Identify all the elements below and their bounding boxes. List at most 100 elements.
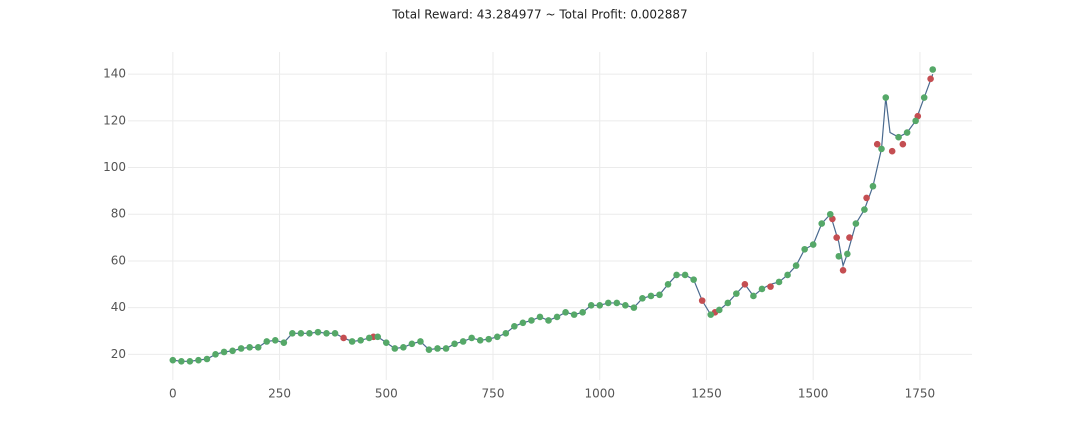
point (348, 338, 356, 345)
point (400, 344, 407, 351)
point (186, 358, 194, 365)
point (536, 313, 544, 321)
point (289, 330, 296, 337)
point (502, 330, 510, 337)
point (203, 355, 211, 363)
point (715, 306, 723, 314)
point (442, 345, 450, 352)
point (485, 335, 493, 343)
point (818, 220, 826, 227)
x-tick-label: 750 (482, 387, 505, 401)
point (365, 334, 373, 342)
point (169, 356, 177, 364)
point (707, 311, 715, 318)
point (630, 304, 638, 311)
point (895, 133, 902, 141)
y-tick-label: 120 (103, 113, 126, 127)
point (596, 301, 604, 309)
point (271, 337, 279, 344)
point (528, 317, 535, 324)
point (647, 292, 655, 300)
point (306, 330, 313, 337)
point (846, 234, 853, 241)
point (297, 330, 305, 337)
point (579, 308, 586, 316)
point (212, 351, 219, 358)
point (750, 292, 757, 300)
point (724, 299, 732, 307)
point (639, 294, 646, 302)
point (604, 299, 612, 307)
point (929, 66, 937, 73)
y-tick-label: 140 (103, 67, 126, 81)
line (172, 73, 934, 362)
x-tick-label: 250 (268, 387, 291, 401)
point (545, 317, 552, 324)
point (357, 337, 364, 344)
point (656, 291, 663, 299)
point (468, 334, 475, 342)
point (391, 345, 399, 352)
point (331, 330, 339, 337)
point (374, 333, 382, 341)
point (673, 271, 680, 279)
point (861, 206, 868, 213)
point (899, 140, 907, 148)
point (741, 280, 749, 288)
point (178, 358, 185, 365)
point (839, 266, 847, 274)
point (263, 338, 271, 345)
point (835, 252, 843, 260)
point (237, 345, 245, 352)
point (920, 94, 928, 101)
point (801, 245, 808, 253)
point (882, 94, 890, 101)
point (809, 241, 817, 248)
point (562, 308, 569, 316)
point (873, 140, 881, 148)
point (382, 339, 390, 346)
point (622, 301, 629, 309)
point (493, 333, 501, 341)
point (408, 340, 416, 348)
point (826, 210, 834, 218)
point (698, 297, 706, 304)
point (690, 276, 697, 283)
y-tick-label: 20 (111, 347, 126, 361)
point (434, 345, 441, 352)
point (912, 117, 919, 125)
point (246, 344, 253, 351)
point (220, 348, 228, 356)
point (587, 301, 595, 309)
point (927, 75, 934, 83)
point (417, 338, 424, 345)
point (852, 220, 860, 227)
point (792, 262, 800, 269)
point (878, 145, 885, 153)
y-tick-label: 80 (111, 207, 126, 221)
x-tick-label: 1750 (905, 387, 936, 401)
point (195, 356, 202, 364)
point (888, 147, 896, 155)
point (863, 194, 870, 202)
point (280, 339, 288, 346)
point (844, 250, 851, 258)
point (681, 271, 689, 279)
point (767, 283, 774, 290)
point (664, 280, 672, 288)
y-tick-label: 40 (111, 300, 126, 314)
point (733, 290, 740, 297)
x-tick-label: 500 (375, 387, 398, 401)
point (784, 271, 791, 279)
point (323, 330, 330, 337)
x-tick-label: 1250 (691, 387, 722, 401)
point (903, 129, 911, 136)
point (229, 347, 236, 355)
point (775, 278, 783, 286)
point (553, 313, 561, 321)
point (340, 334, 347, 342)
x-tick-label: 0 (169, 387, 177, 401)
point (869, 182, 877, 190)
point (459, 338, 467, 345)
